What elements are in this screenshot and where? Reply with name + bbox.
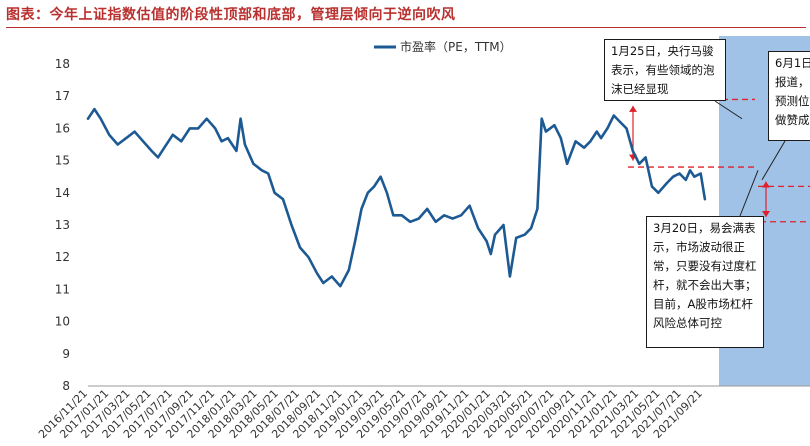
y-tick-label: 16 [55, 121, 70, 135]
annotation-leader-line [761, 140, 786, 181]
y-tick-label: 14 [55, 186, 70, 200]
range-arrow-head-up [629, 105, 637, 112]
y-tick-label: 8 [62, 379, 70, 393]
range-arrow-head-down [762, 210, 770, 217]
annotation-leader-line [714, 100, 743, 120]
y-tick-label: 11 [55, 282, 70, 296]
y-tick-label: 12 [55, 250, 70, 264]
y-tick-label: 9 [62, 347, 70, 361]
title-divider [6, 27, 806, 28]
legend-label: 市盈率（PE，TTM） [400, 39, 512, 54]
y-tick-label: 10 [55, 315, 70, 329]
annotation-box-jun1: 6月1日报道，对预测位的做赞成 [768, 51, 810, 141]
y-tick-label: 18 [55, 57, 70, 71]
annotation-leader-line [739, 170, 759, 217]
annotation-box-jan25: 1月25日，央行马骏表示，有些领域的泡沫已经显现 [604, 39, 726, 101]
chart-title: 图表：今年上证指数估值的阶段性顶部和底部，管理层倾向于逆向吹风 [6, 7, 456, 23]
y-tick-label: 15 [55, 154, 70, 168]
range-arrow-head-up [762, 181, 770, 188]
y-tick-label: 13 [55, 218, 70, 232]
y-tick-label: 17 [55, 89, 70, 103]
pe-series-line [86, 107, 707, 288]
annotation-box-mar20: 3月20日，易会满表示，市场波动很正常，只要没有过度杠杆，就不会出大事；目前，A… [646, 216, 764, 348]
